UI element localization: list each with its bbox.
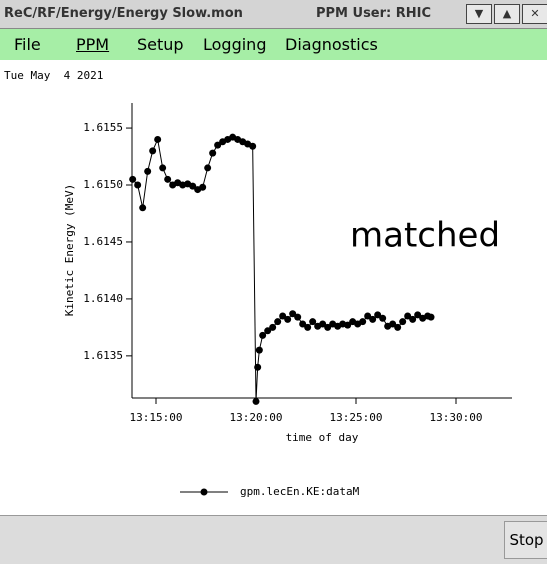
- data-point: [427, 313, 435, 321]
- data-point: [214, 141, 222, 149]
- stop-button[interactable]: Stop: [504, 521, 547, 559]
- data-point: [294, 313, 302, 321]
- date: Tue May 4 2021: [4, 69, 103, 82]
- title-bar: ReC/RF/Energy/Energy Slow.mon PPM User: …: [0, 0, 547, 29]
- menu-button[interactable]: ▼: [466, 4, 492, 24]
- x-tick-label: 13:30:00: [430, 411, 483, 424]
- x-tick-label: 13:20:00: [230, 411, 283, 424]
- data-line: [132, 136, 432, 402]
- x-tick-label: 13:25:00: [330, 411, 383, 424]
- menu-item[interactable]: File: [14, 35, 41, 54]
- data-point: [164, 175, 172, 183]
- x-axis-label: time of day: [286, 431, 359, 444]
- y-tick-label: 1.6150: [83, 178, 123, 191]
- data-point: [252, 397, 260, 405]
- data-point: [209, 149, 217, 157]
- data-point: [324, 323, 332, 331]
- data-point: [359, 318, 367, 326]
- menu-item[interactable]: Logging: [203, 35, 267, 54]
- menu-item[interactable]: Diagnostics: [285, 35, 378, 54]
- data-point: [284, 315, 292, 323]
- raise-button[interactable]: ▲: [494, 4, 520, 24]
- data-point: [134, 181, 142, 189]
- y-axis-label: Kinetic Energy (MeV): [63, 184, 76, 316]
- data-point: [389, 320, 397, 328]
- data-point: [254, 363, 262, 371]
- data-point: [379, 314, 387, 322]
- y-tick-label: 1.6140: [83, 292, 123, 305]
- close-button[interactable]: ✕: [522, 4, 547, 24]
- data-point: [159, 164, 167, 172]
- window-title: ReC/RF/Energy/Energy Slow.mon: [4, 6, 243, 21]
- legend-label: gpm.lecEn.KE:dataM: [240, 485, 360, 498]
- y-tick-label: 1.6135: [83, 349, 123, 362]
- data-point: [369, 315, 377, 323]
- annotation: matched: [350, 216, 500, 256]
- data-point: [204, 164, 212, 172]
- y-tick-label: 1.6155: [83, 121, 123, 134]
- data-point: [269, 323, 277, 331]
- data-point: [319, 320, 327, 328]
- data-point: [154, 135, 162, 143]
- data-point: [279, 312, 287, 320]
- data-point: [344, 321, 352, 329]
- data-point: [199, 183, 207, 191]
- chart: Tue May 4 2021 matched time of day Kinet…: [4, 69, 512, 498]
- data-point: [264, 327, 272, 335]
- data-point: [299, 320, 307, 328]
- x-tick-label: 13:15:00: [130, 411, 183, 424]
- data-point: [409, 315, 417, 323]
- menu-bar: File PPM Setup Logging Diagnostics: [0, 29, 547, 60]
- legend-marker: [200, 488, 208, 496]
- data-point: [394, 323, 402, 331]
- data-point: [289, 310, 297, 318]
- data-point: [255, 346, 263, 354]
- data-point: [374, 311, 382, 319]
- menu-item[interactable]: Setup: [137, 35, 184, 54]
- data-point: [274, 318, 282, 326]
- data-point: [414, 311, 422, 319]
- data-point: [144, 167, 152, 175]
- data-point: [364, 312, 372, 320]
- status-bar: Stop: [0, 515, 547, 564]
- data-point: [259, 331, 267, 339]
- data-point: [129, 175, 137, 183]
- data-point: [404, 312, 412, 320]
- data-point: [139, 204, 147, 212]
- data-point: [399, 318, 407, 326]
- y-tick-label: 1.6145: [83, 235, 123, 248]
- data-point: [309, 318, 317, 326]
- data-point: [189, 182, 197, 190]
- data-point: [249, 142, 257, 150]
- menu-item[interactable]: PPM: [76, 35, 110, 54]
- data-point: [149, 147, 157, 155]
- window-user: PPM User: RHIC: [316, 6, 432, 21]
- data-point: [304, 323, 312, 331]
